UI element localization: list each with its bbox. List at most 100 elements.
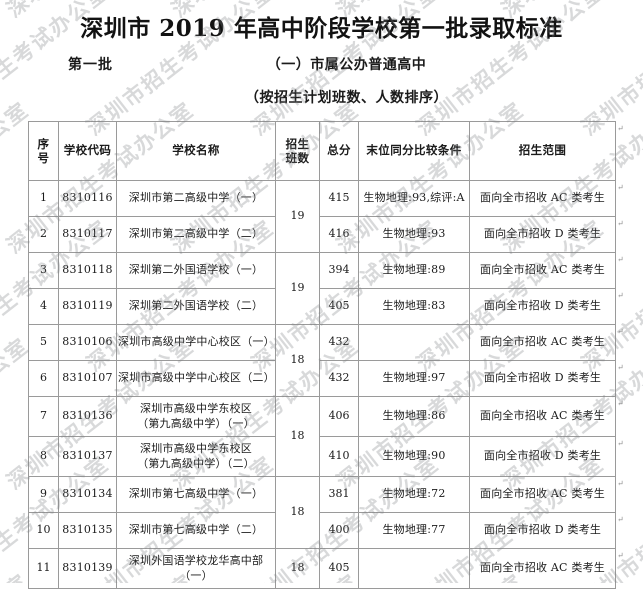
- cell-admission-range: 面向全市招收 D 类考生: [469, 288, 616, 325]
- cell-school-name: 深圳市第七高级中学（二）: [116, 512, 276, 549]
- category-label: （一）市属公办普通高中: [266, 57, 427, 74]
- cell-total-score: 405: [319, 288, 359, 325]
- paragraph-mark-icon: ↵: [617, 362, 624, 372]
- paragraph-mark-icon: ↵: [617, 550, 624, 560]
- paragraph-mark-icon: ↵: [617, 123, 624, 133]
- cell-total-score: 381: [319, 476, 359, 513]
- cell-school-name: 深圳市高级中学东校区 （第九高级中学）（二）: [116, 436, 276, 477]
- cell-admission-range: 面向全市招收 D 类考生: [469, 436, 616, 477]
- cell-school-code: 8310116: [58, 180, 117, 217]
- subheader-row: 第一批 （一）市属公办普通高中: [0, 54, 643, 80]
- column-header-class-count-line2: 班数: [285, 151, 310, 165]
- cell-tiebreak-condition: 生物地理:90: [358, 436, 470, 477]
- cell-total-score: 394: [319, 252, 359, 289]
- cell-sequence-number: 10: [28, 512, 59, 549]
- cell-admission-range: 面向全市招收 AC 类考生: [469, 324, 616, 361]
- cell-class-count: 19: [275, 252, 320, 325]
- table-row: 5 8310106 深圳市高级中学中心校区（一） 18 432 面向全市招收 AC 类考生: [28, 324, 616, 397]
- paragraph-mark-icon: ↵: [617, 478, 624, 488]
- cell-sequence-number: 1: [28, 180, 59, 217]
- cell-sequence-number: 9: [28, 476, 59, 513]
- table-row: 11 8310139 深圳外国语学校龙华高中部 （一） 18 405 面向全市招收 AC 类…: [28, 548, 616, 589]
- cell-school-name: 深圳市高级中学中心校区（二）: [116, 360, 276, 397]
- cell-total-score: 406: [319, 396, 359, 437]
- cell-sequence-number: 3: [28, 252, 59, 289]
- cell-school-code: 8310107: [58, 360, 117, 397]
- cell-admission-range: 面向全市招收 AC 类考生: [469, 548, 616, 589]
- cell-school-code: 8310117: [58, 216, 117, 253]
- cell-total-score: 432: [319, 360, 359, 397]
- cell-tiebreak-condition: [358, 548, 470, 589]
- cell-tiebreak-condition: [358, 324, 470, 361]
- cell-admission-range: 面向全市招收 AC 类考生: [469, 476, 616, 513]
- paragraph-mark-icon: ↵: [617, 182, 624, 192]
- cell-school-name: 深圳市高级中学东校区 （第九高级中学）（一）: [116, 396, 276, 437]
- cell-admission-range: 面向全市招收 D 类考生: [469, 512, 616, 549]
- cell-class-count: 18: [275, 476, 320, 549]
- table-row: 10 8310135 深圳市第七高级中学（二） 400 生物地理:77 面向全市招收 D …: [28, 512, 616, 549]
- table-row: 6 8310107 深圳市高级中学中心校区（二） 432 生物地理:97 面向全市招收 D…: [28, 360, 616, 397]
- cell-tiebreak-condition: 生物地理:72: [358, 476, 470, 513]
- table-header: 序 号 学校代码 学校名称 招生 班数 总分 末位同分比较条件 招生范围: [28, 121, 616, 181]
- cell-school-code: 8310134: [58, 476, 117, 513]
- cell-admission-range: 面向全市招收 AC 类考生: [469, 396, 616, 437]
- cell-total-score: 405: [319, 548, 359, 589]
- cell-tiebreak-condition: 生物地理:93,综评:A: [358, 180, 470, 217]
- cell-school-code: 8310118: [58, 252, 117, 289]
- paragraph-mark-icon: ↵: [617, 438, 624, 448]
- cell-admission-range: 面向全市招收 AC 类考生: [469, 180, 616, 217]
- cell-class-count: 18: [275, 324, 320, 397]
- cell-sequence-number: 7: [28, 396, 59, 437]
- table-row: 7 8310136 深圳市高级中学东校区 （第九高级中学）（一） 18 406 生物地理:8…: [28, 396, 616, 477]
- admission-table: 序 号 学校代码 学校名称 招生 班数 总分 末位同分比较条件 招生范围 1 83…: [28, 121, 616, 589]
- cell-total-score: 410: [319, 436, 359, 477]
- cell-school-name: 深圳市第二高级中学（二）: [116, 216, 276, 253]
- paragraph-mark-icon: ↵: [617, 514, 624, 524]
- cell-school-code: 8310135: [58, 512, 117, 549]
- column-header-seq-line2: 号: [37, 151, 50, 165]
- table-header-row: 序 号 学校代码 学校名称 招生 班数 总分 末位同分比较条件 招生范围: [28, 121, 616, 181]
- cell-total-score: 415: [319, 180, 359, 217]
- cell-total-score: 400: [319, 512, 359, 549]
- page-title: 深圳市 2019 年高中阶段学校第一批录取标准: [80, 15, 563, 42]
- cell-school-name: 深圳市第七高级中学（一）: [116, 476, 276, 513]
- cell-tiebreak-condition: 生物地理:86: [358, 396, 470, 437]
- cell-sequence-number: 6: [28, 360, 59, 397]
- table-row: 3 8310118 深圳第二外国语学校（一） 19 394 生物地理:89 面向全市招收 A…: [28, 252, 616, 325]
- cell-tiebreak-condition: 生物地理:97: [358, 360, 470, 397]
- table-row: 8 8310137 深圳市高级中学东校区 （第九高级中学）（二） 410 生物地理:90 面…: [28, 436, 616, 477]
- cell-sequence-number: 4: [28, 288, 59, 325]
- cell-tiebreak-condition: 生物地理:89: [358, 252, 470, 289]
- table-row: 4 8310119 深圳第二外国语学校（二） 405 生物地理:83 面向全市招收 D 类…: [28, 288, 616, 325]
- cell-sequence-number: 2: [28, 216, 59, 253]
- paragraph-mark-icon: ↵: [617, 218, 624, 228]
- cell-school-code: 8310139: [58, 548, 117, 589]
- column-header-class-count: 招生 班数: [275, 121, 320, 181]
- table-row: 2 8310117 深圳市第二高级中学（二） 416 生物地理:93 面向全市招收 D 类…: [28, 216, 616, 253]
- paragraph-mark-icon: ↵: [617, 254, 624, 264]
- column-header-tiebreak-condition: 末位同分比较条件: [358, 121, 470, 181]
- cell-tiebreak-condition: 生物地理:83: [358, 288, 470, 325]
- cell-admission-range: 面向全市招收 AC 类考生: [469, 252, 616, 289]
- admission-table-container: 序 号 学校代码 学校名称 招生 班数 总分 末位同分比较条件 招生范围 1 83…: [28, 121, 616, 589]
- paragraph-mark-icon: ↵: [617, 326, 624, 336]
- cell-school-name: 深圳外国语学校龙华高中部 （一）: [116, 548, 276, 589]
- batch-label: 第一批: [68, 57, 113, 74]
- cell-admission-range: 面向全市招收 D 类考生: [469, 216, 616, 253]
- cell-school-name: 深圳第二外国语学校（二）: [116, 288, 276, 325]
- column-header-seq: 序 号: [28, 121, 59, 181]
- column-header-admission-range: 招生范围: [469, 121, 616, 181]
- cell-admission-range: 面向全市招收 D 类考生: [469, 360, 616, 397]
- cell-sequence-number: 8: [28, 436, 59, 477]
- cell-school-code: 8310136: [58, 396, 117, 437]
- cell-school-name: 深圳市高级中学中心校区（一）: [116, 324, 276, 361]
- cell-school-code: 8310137: [58, 436, 117, 477]
- column-header-total-score: 总分: [319, 121, 359, 181]
- table-row: 9 8310134 深圳市第七高级中学（一） 18 381 生物地理:72 面向全市招收 A…: [28, 476, 616, 549]
- sort-note: （按招生计划班数、人数排序）: [245, 90, 448, 107]
- cell-school-code: 8310106: [58, 324, 117, 361]
- paragraph-mark-icon: ↵: [617, 398, 624, 408]
- cell-school-name: 深圳第二外国语学校（一）: [116, 252, 276, 289]
- table-body: 1 8310116 深圳市第二高级中学（一） 19 415 生物地理:93,综评:A 面向全…: [28, 180, 616, 589]
